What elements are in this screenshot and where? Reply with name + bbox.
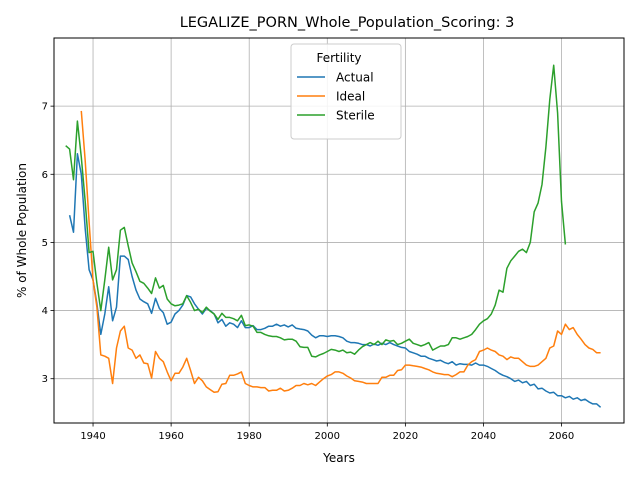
x-tick-label: 1960: [158, 431, 183, 442]
legend-label-actual: Actual: [336, 71, 374, 85]
legend-items: Actual Ideal Sterile: [297, 71, 375, 123]
gridlines: [54, 38, 624, 423]
legend-label-ideal: Ideal: [336, 90, 365, 104]
y-axis-label: % of Whole Population: [15, 163, 29, 298]
series-layer: [65, 64, 602, 408]
y-axis-ticks: 3 4 5 6 7: [42, 102, 54, 385]
y-tick-label: 6: [42, 170, 48, 181]
x-tick-label: 2020: [393, 431, 418, 442]
series-line-ideal: [80, 110, 601, 394]
chart-title: LEGALIZE_PORN_Whole_Population_Scoring: …: [180, 15, 515, 31]
legend: Fertility Actual Ideal Sterile: [290, 43, 402, 140]
x-tick-label: 2060: [549, 431, 574, 442]
x-tick-label: 2040: [471, 431, 496, 442]
x-tick-label: 2000: [315, 431, 340, 442]
x-tick-label: 1940: [80, 431, 105, 442]
x-axis-label: Years: [322, 451, 355, 465]
legend-label-sterile: Sterile: [336, 109, 375, 123]
x-tick-label: 1980: [236, 431, 261, 442]
y-tick-label: 5: [42, 238, 48, 249]
y-tick-label: 3: [42, 374, 48, 385]
y-tick-label: 4: [42, 306, 48, 317]
x-axis-ticks: 1940 1960 1980 2000 2020 2040 2060: [80, 423, 574, 442]
series-line-actual: [68, 153, 602, 408]
y-tick-label: 7: [42, 102, 48, 113]
plot-frame: [53, 37, 625, 424]
series-line-sterile: [65, 64, 567, 358]
legend-title: Fertility: [316, 51, 361, 65]
